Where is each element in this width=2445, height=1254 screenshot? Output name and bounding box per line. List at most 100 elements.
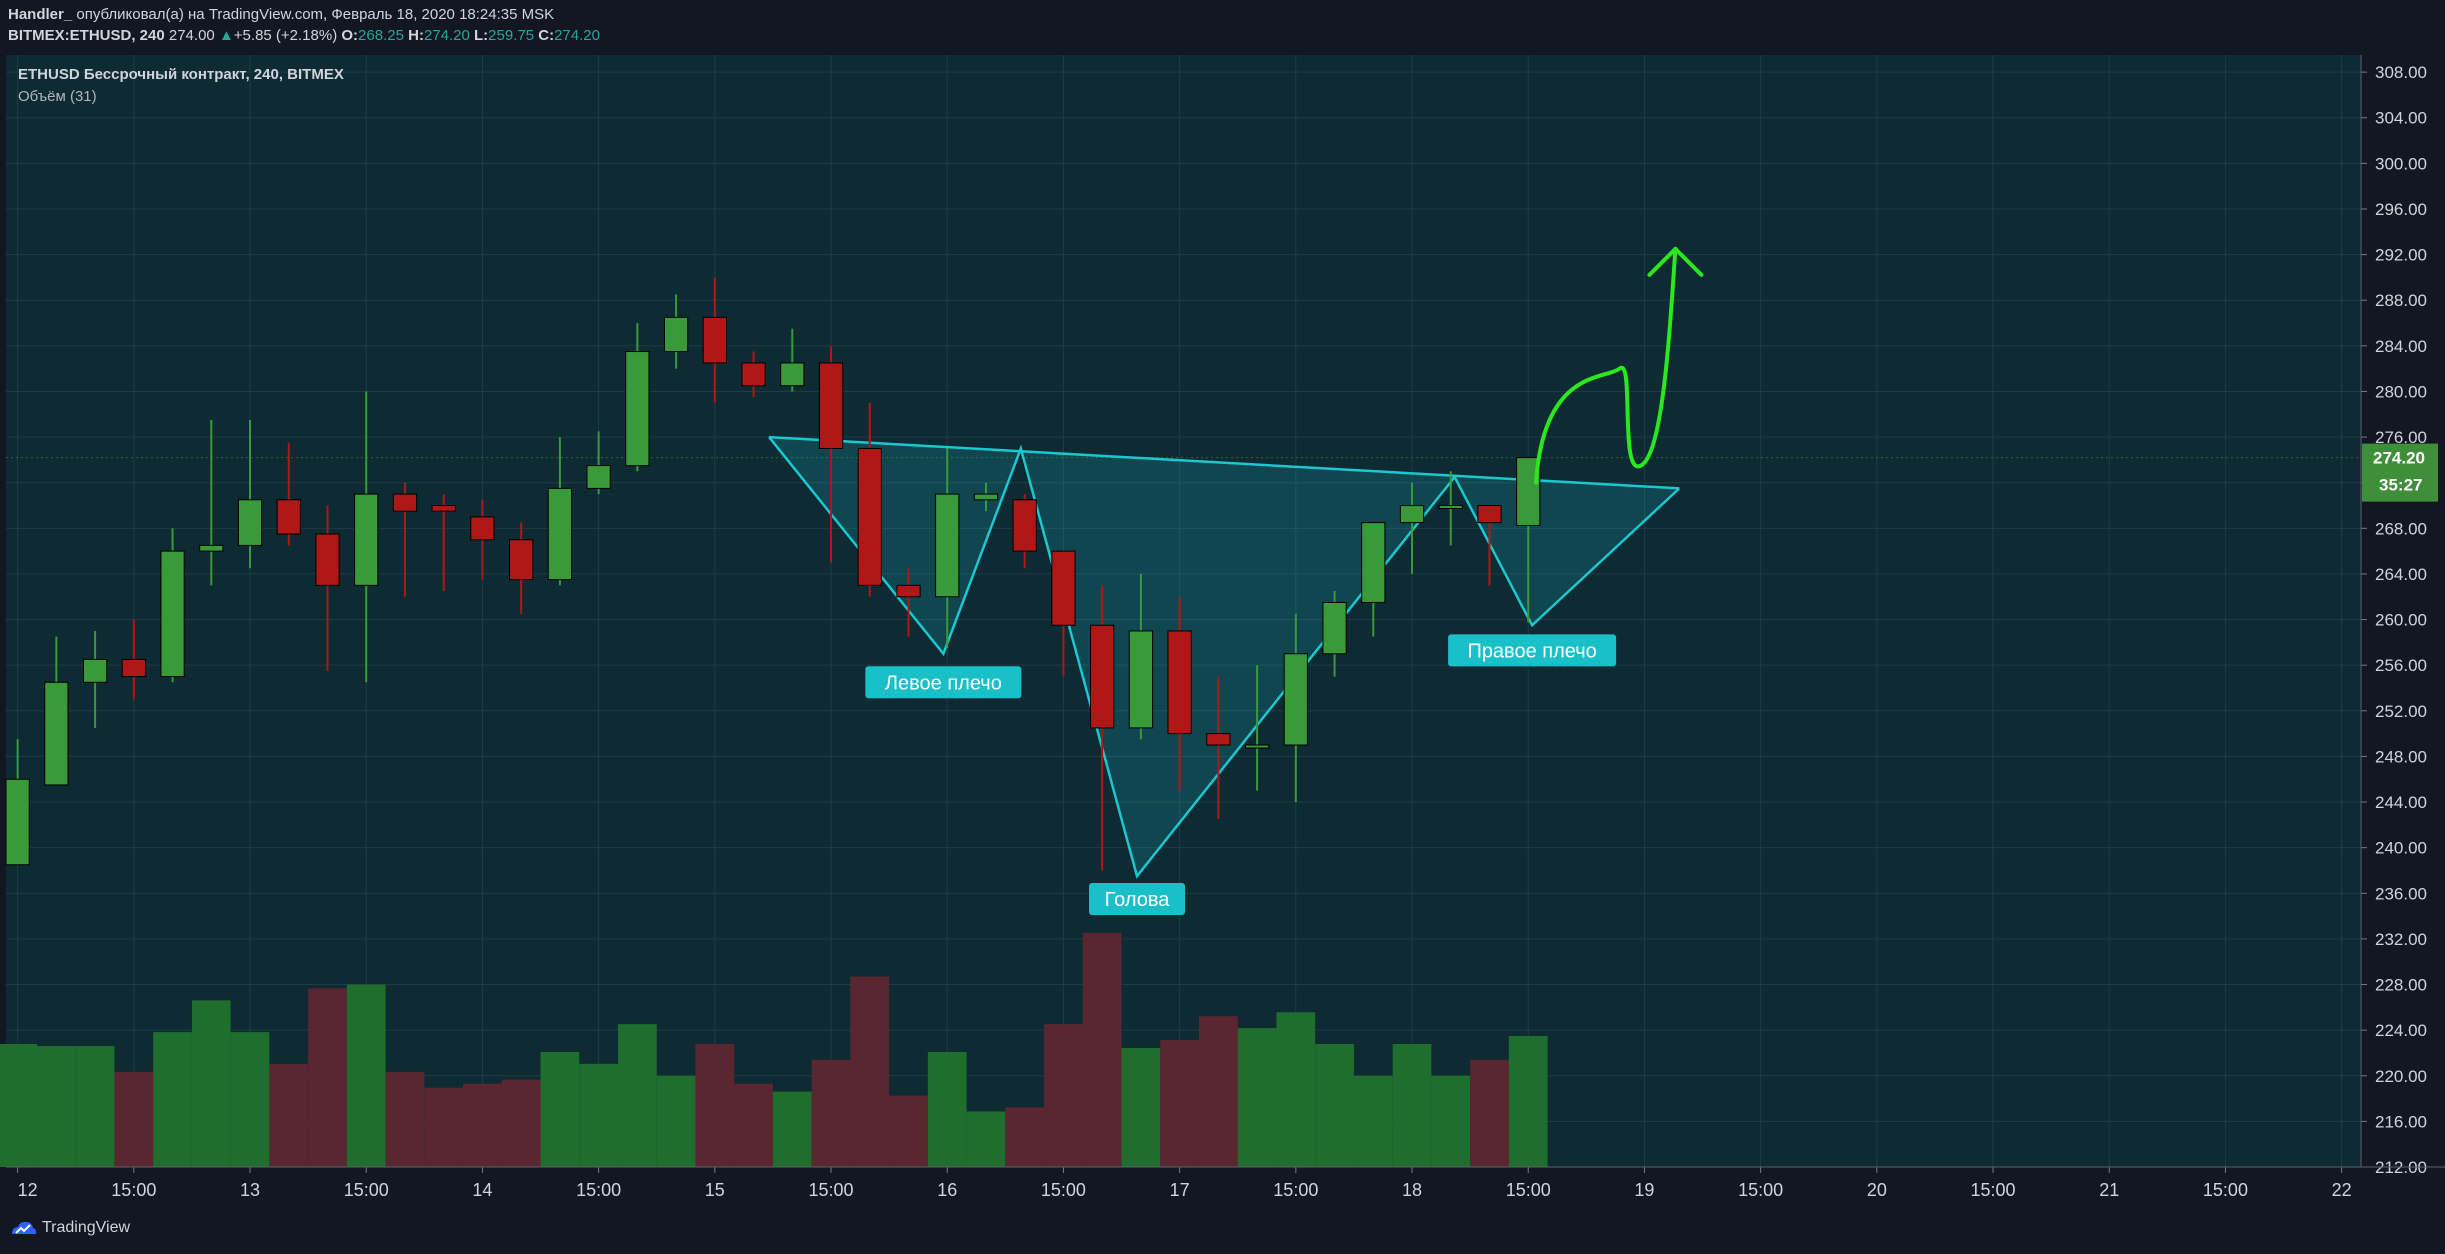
volume-bar bbox=[1044, 1024, 1083, 1167]
candle-body bbox=[315, 533, 340, 586]
pattern-label-box bbox=[1448, 634, 1617, 667]
pattern-label-box bbox=[865, 666, 1022, 699]
close-value: 274.20 bbox=[554, 27, 600, 44]
volume-bar bbox=[308, 988, 347, 1167]
volume-bar bbox=[811, 1059, 851, 1167]
candle-body bbox=[1167, 630, 1192, 735]
low-label: L: bbox=[474, 27, 489, 44]
forecast-arrow bbox=[1533, 246, 1704, 485]
y-tick-label: 280.00 bbox=[2375, 382, 2427, 401]
pattern-zigzag bbox=[768, 436, 1681, 879]
y-tick-label: 260.00 bbox=[2375, 611, 2427, 630]
volume-bar bbox=[1276, 1012, 1316, 1167]
x-tick-label: 15:00 bbox=[2203, 1180, 2248, 1200]
tradingview-logo-icon[interactable] bbox=[10, 1218, 38, 1238]
price-change: +5.85 (+2.18%) bbox=[233, 27, 338, 44]
x-tick-label: 15:00 bbox=[1041, 1180, 1086, 1200]
candle-body bbox=[121, 658, 146, 678]
price-axis[interactable]: 308.00 304.00 300.00 296.00 292.00 288.00 284.… bbox=[2360, 55, 2438, 1177]
y-tick-label: 292.00 bbox=[2375, 246, 2427, 265]
x-tick-label: 21 bbox=[2099, 1180, 2119, 1200]
x-tick-label: 20 bbox=[1867, 1180, 1887, 1200]
volume-bar bbox=[966, 1111, 1006, 1167]
candle-body bbox=[1438, 505, 1463, 510]
y-tick-label: 256.00 bbox=[2375, 656, 2427, 675]
candle-body bbox=[392, 493, 418, 512]
publish-text: опубликовал(а) на TradingView.com, Февра… bbox=[76, 6, 555, 23]
volume-bar bbox=[617, 1024, 657, 1167]
y-tick-label: 228.00 bbox=[2375, 976, 2427, 995]
arrow-curve bbox=[1533, 246, 1678, 485]
x-tick-label: 22 bbox=[2332, 1180, 2352, 1200]
footer-bar bbox=[0, 1204, 2445, 1254]
candle-body bbox=[1090, 624, 1115, 729]
last-price: 274.00 bbox=[168, 27, 215, 44]
volume-bar bbox=[1353, 1075, 1393, 1167]
arrow-head bbox=[1647, 246, 1704, 277]
candle-body bbox=[625, 351, 650, 467]
low-value: 259.75 bbox=[488, 27, 535, 44]
time-axis[interactable]: 12 15:00 13 15:00 14 15:00 15 15:00 16 15:00 17 15:… bbox=[6, 1166, 2445, 1200]
volume-bar bbox=[36, 1045, 76, 1167]
volume-legend: Объём (31) bbox=[18, 88, 97, 105]
price-chart[interactable]: Левое плечо Голова Правое плечо 308.00 304.… bbox=[0, 55, 2445, 1205]
volume-bar bbox=[501, 1079, 541, 1167]
volume-bar bbox=[114, 1071, 154, 1167]
volume-bar bbox=[230, 1032, 270, 1167]
x-tick-label: 17 bbox=[1170, 1180, 1190, 1200]
candle-body bbox=[935, 493, 960, 598]
volume-bar bbox=[1121, 1047, 1161, 1167]
volume-bar bbox=[346, 984, 386, 1167]
author-name[interactable]: Handler_ bbox=[8, 6, 73, 23]
high-label: H: bbox=[408, 27, 424, 44]
x-tick-label: 15:00 bbox=[1273, 1180, 1318, 1200]
tradingview-brand[interactable]: TradingView bbox=[42, 1219, 131, 1236]
volume-bar bbox=[579, 1063, 618, 1167]
candle-body bbox=[82, 658, 108, 683]
candle-body bbox=[896, 584, 921, 598]
x-tick-label: 15:00 bbox=[344, 1180, 389, 1200]
candle-body bbox=[857, 447, 882, 586]
candle-body bbox=[586, 465, 611, 489]
header-bar: Handler_ опубликовал(а) на TradingView.c… bbox=[0, 0, 2445, 52]
candle-body bbox=[1012, 499, 1037, 552]
candle-body bbox=[1516, 457, 1541, 526]
candle-body bbox=[1128, 630, 1154, 729]
x-tick-label: 15:00 bbox=[1971, 1180, 2016, 1200]
candle-body bbox=[1244, 744, 1270, 749]
last-price-tag bbox=[2362, 443, 2438, 502]
y-tick-label: 252.00 bbox=[2375, 702, 2427, 721]
ohlc-line: BITMEX:ETHUSD, 240 274.00 ▲+5.85 (+2.18%… bbox=[8, 27, 600, 44]
candle-body bbox=[973, 493, 999, 501]
candle-body bbox=[1283, 653, 1308, 746]
candle-body bbox=[5, 778, 30, 866]
candle-body bbox=[470, 516, 495, 541]
x-tick-label: 19 bbox=[1634, 1180, 1654, 1200]
x-tick-label: 15:00 bbox=[576, 1180, 621, 1200]
y-tick-label: 308.00 bbox=[2375, 63, 2427, 82]
candles bbox=[5, 277, 1541, 871]
x-tick-label: 15:00 bbox=[1738, 1180, 1783, 1200]
volume-bar bbox=[540, 1051, 580, 1167]
volume-bar bbox=[1392, 1044, 1432, 1167]
plot-area bbox=[6, 55, 2361, 1167]
pattern-label-text: Голова bbox=[1105, 889, 1171, 911]
candle-body bbox=[1206, 733, 1231, 746]
volume-bar bbox=[1508, 1036, 1548, 1167]
candle-body bbox=[1477, 505, 1502, 524]
pattern-labels: Левое плечо Голова Правое плечо bbox=[865, 634, 1617, 915]
up-arrow-icon: ▲ bbox=[218, 27, 234, 44]
volume-bar bbox=[1431, 1075, 1471, 1167]
x-tick-label: 16 bbox=[937, 1180, 957, 1200]
volume-bar bbox=[269, 1063, 309, 1167]
volume-bar bbox=[850, 976, 890, 1167]
candle-body bbox=[1361, 522, 1386, 603]
countdown-value: 35:27 bbox=[2379, 476, 2422, 495]
x-tick-label: 14 bbox=[472, 1180, 492, 1200]
candle-body bbox=[741, 362, 766, 387]
candle-body bbox=[702, 316, 727, 364]
pattern-label-text: Правое плечо bbox=[1467, 640, 1596, 662]
candle-body bbox=[237, 499, 263, 546]
candle-body bbox=[199, 544, 224, 552]
x-tick-label: 12 bbox=[18, 1180, 38, 1200]
